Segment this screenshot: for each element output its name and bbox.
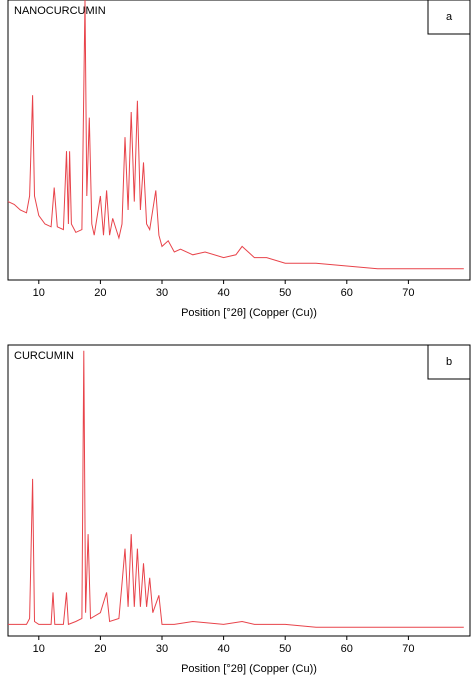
x-tick-label: 20 (94, 287, 106, 299)
x-axis-label: Position [°2θ] (Copper (Cu)) (181, 663, 317, 675)
x-tick-label: 60 (341, 643, 353, 655)
x-tick-label: 10 (33, 287, 45, 299)
legend-label: CURCUMIN (14, 350, 74, 362)
panel-label: b (446, 356, 452, 368)
x-tick-label: 50 (279, 643, 291, 655)
xrd-line (7, 0, 464, 270)
x-tick-label: 70 (402, 643, 414, 655)
panel-label-box (427, 344, 471, 380)
panel-label-box (427, 0, 471, 35)
x-tick-label: 30 (156, 287, 168, 299)
legend-label: NANOCURCUMIN (14, 5, 106, 17)
x-tick-label: 50 (279, 287, 291, 299)
x-tick-label: 30 (156, 643, 168, 655)
x-tick-label: 70 (402, 287, 414, 299)
plot-frame (7, 344, 471, 637)
x-axis-label: Position [°2θ] (Copper (Cu)) (181, 307, 317, 319)
plot-frame (7, 0, 471, 281)
x-tick-label: 40 (217, 287, 229, 299)
x-tick-label: 10 (33, 643, 45, 655)
x-tick-label: 40 (217, 643, 229, 655)
x-tick-label: 20 (94, 643, 106, 655)
x-tick-label: 60 (341, 287, 353, 299)
panel-label: a (446, 11, 453, 23)
xrd-line (8, 350, 464, 628)
